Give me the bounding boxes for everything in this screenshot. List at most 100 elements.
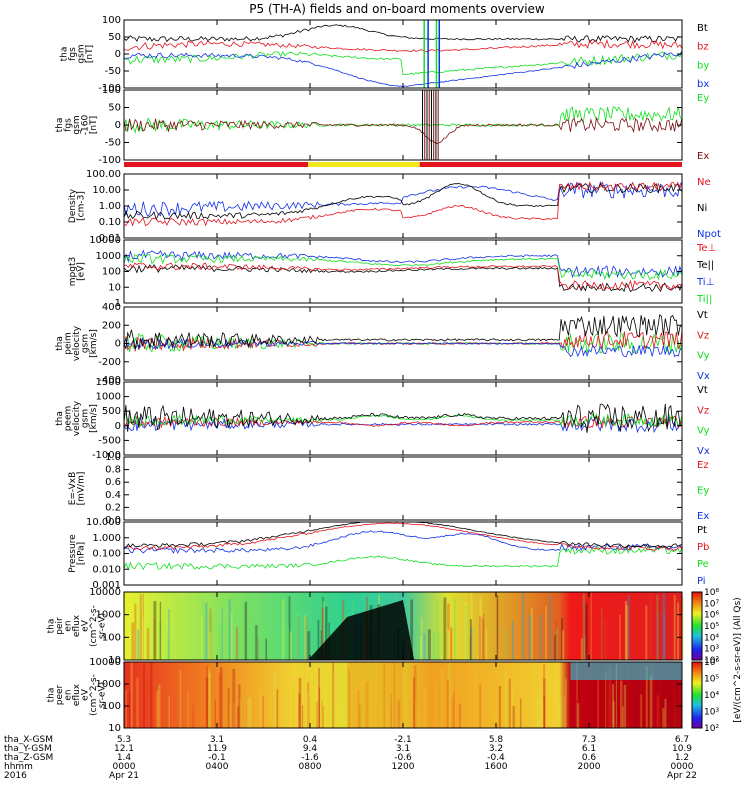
spec-texture [168, 695, 170, 728]
spec-texture [597, 680, 600, 728]
trace-npot [123, 181, 683, 217]
orbit-value: -1.6 [301, 753, 319, 763]
spec-texture [133, 635, 137, 660]
spec-texture [469, 619, 472, 660]
legend-pt: Pt [697, 525, 707, 536]
spec-texture [129, 691, 131, 728]
orbit-value: -0.4 [487, 753, 505, 763]
spec-texture [301, 663, 303, 728]
legend-ni: Ni [697, 203, 707, 214]
colorbar-label: [eV/(cm^2-s-sr-eV)] (All Qs) [733, 597, 743, 722]
spec-texture [219, 667, 223, 728]
spec-texture [250, 695, 252, 728]
spec-texture [605, 663, 609, 728]
spec-texture [333, 672, 335, 728]
trace-pb [123, 522, 683, 551]
orbit-row-label: tha_Y-GSM [4, 744, 52, 754]
spec-texture [146, 628, 150, 660]
spec-texture [661, 609, 663, 660]
panel-frame [123, 19, 683, 89]
spec-texture [464, 602, 468, 660]
spec-texture [436, 601, 438, 660]
trace-bt [123, 24, 683, 44]
spec-texture [276, 689, 279, 728]
spec-texture [627, 664, 630, 728]
spec-texture [259, 686, 261, 728]
spec-texture [479, 616, 482, 660]
y-axis-label-line: peer [55, 684, 65, 705]
y-axis-label-line: tha [47, 688, 57, 703]
trace-vt [123, 403, 683, 433]
spec-texture [237, 706, 240, 728]
spec-texture [615, 663, 618, 728]
mode-bar-red [124, 162, 309, 167]
y-axis-label-line: gsm [81, 334, 91, 353]
orbit-value: -0.6 [394, 753, 412, 763]
spec-texture [645, 666, 648, 728]
y-tick-label: 50 [108, 32, 121, 43]
spec-texture [257, 638, 259, 660]
colorbar-tick-label: 10⁵ [704, 622, 719, 632]
spec-texture [305, 616, 308, 660]
y-tick-label: -100 [98, 83, 121, 94]
y-tick-label: 100 [102, 701, 121, 712]
y-axis-label-line: peem [64, 406, 74, 432]
spec-texture [448, 630, 451, 660]
y-axis-label: Pressure[nPa] [68, 534, 87, 573]
spec-texture [341, 705, 345, 728]
panel-frame [123, 521, 683, 586]
spec-texture [651, 666, 654, 728]
y-tick-label: 200 [102, 320, 121, 331]
spec-texture [332, 662, 335, 728]
legend-ti⊥: Ti⊥ [696, 277, 714, 288]
spec-texture [307, 694, 311, 728]
spec-texture [416, 598, 420, 660]
spec-texture [614, 670, 617, 728]
spec-texture [469, 636, 472, 660]
y-axis-label-line: gsm [76, 44, 86, 63]
orbit-row-label: tha_X-GSM [4, 735, 53, 745]
spec-texture [611, 684, 615, 728]
spec-texture [247, 697, 251, 728]
spec-texture [662, 593, 666, 660]
spec-texture [649, 675, 653, 728]
orbit-value: 5.3 [117, 735, 131, 745]
figure-title: P5 (TH-A) fields and on-board moments ov… [249, 2, 545, 16]
y-axis-label-line: gsm [72, 115, 82, 134]
y-tick-label: 100.00 [86, 169, 121, 180]
y-axis-label: Density[cm-3] [68, 188, 87, 223]
orbit-row-label: tha_Z-GSM [4, 753, 53, 763]
year-label: 2016 [4, 771, 27, 781]
orbit-value: 0000 [671, 762, 694, 772]
orbit-value: 0400 [206, 762, 229, 772]
spec-texture [232, 668, 236, 728]
y-axis-label: mpgt3[eV] [68, 257, 87, 286]
trace-bx [123, 50, 683, 88]
spec-texture [621, 706, 624, 728]
spec-texture [206, 665, 208, 728]
spec-texture [265, 638, 268, 660]
spec-texture [298, 677, 302, 728]
spec-texture [673, 595, 676, 660]
y-axis-label-line: tha [47, 619, 57, 634]
trace-by [123, 51, 683, 76]
spec-texture [673, 685, 675, 728]
colorbar-strip [691, 661, 703, 729]
colorbar-tick-label: 10⁴ [704, 633, 719, 643]
y-axis-label-line: sr-eV) [98, 682, 108, 708]
legend-vy: Vy [697, 351, 710, 362]
spec-texture [321, 608, 324, 660]
mode-bar-yellow [308, 162, 420, 167]
spec-texture [187, 691, 189, 728]
spec-texture [547, 682, 549, 728]
spec-texture [453, 691, 455, 728]
spec-texture [639, 694, 643, 728]
panel-ispec: 10000100010010thapeirenefluxeV(cm^2-s-sr… [47, 587, 685, 666]
legend-vx: Vx [697, 446, 710, 457]
spec-texture [508, 707, 512, 728]
spec-texture [545, 606, 547, 660]
y-tick-label: 10 [108, 723, 121, 734]
